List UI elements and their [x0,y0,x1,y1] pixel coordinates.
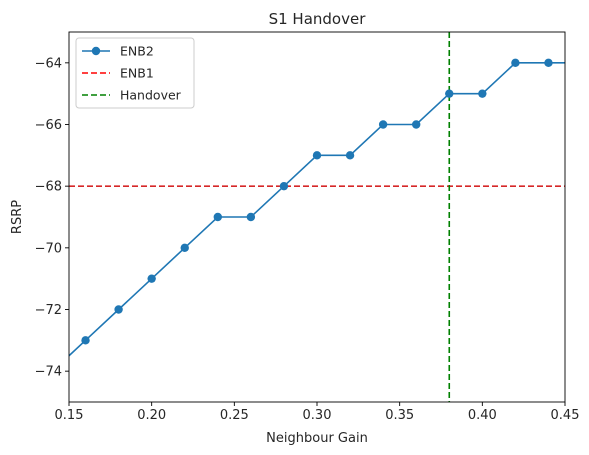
data-point [246,212,256,222]
legend: ENB2 ENB1 Handover [75,37,195,109]
legend-label-enb2: ENB2 [120,44,154,59]
data-point [213,212,222,222]
data-point [180,243,189,253]
x-tick-label: 0.20 [137,408,166,423]
y-tick-label: −74 [35,365,62,380]
x-axis-ticks: 0.15 0.20 0.25 0.30 0.35 0.40 0.45 [55,402,580,423]
x-axis-label: Neighbour Gain [266,431,368,446]
x-tick-label: 0.25 [220,408,249,423]
x-tick-label: 0.15 [55,408,84,423]
data-point [114,305,123,314]
y-tick-label: −64 [35,56,62,71]
x-tick-label: 0.40 [468,408,497,423]
x-tick-label: 0.35 [385,408,414,423]
data-point [81,336,90,345]
plot-area [69,32,565,402]
legend-label-enb1: ENB1 [120,66,154,81]
y-axis-label: RSRP [10,200,25,234]
data-point [147,274,156,283]
y-tick-label: −70 [35,241,62,256]
x-tick-label: 0.30 [303,408,332,423]
data-point [544,58,553,68]
data-point [279,181,289,191]
data-point [511,58,520,68]
legend-marker [91,46,101,56]
data-point [445,89,454,98]
data-point [345,151,355,160]
y-tick-label: −66 [35,118,62,133]
y-axis-ticks: −74 −72 −70 −68 −66 −64 [35,56,69,380]
data-point [312,151,322,160]
legend-box [75,37,195,109]
y-tick-label: −68 [35,180,62,195]
x-tick-label: 0.45 [551,408,580,423]
chart-title: S1 Handover [269,10,367,28]
y-tick-label: −72 [35,303,62,318]
data-point [478,89,487,98]
data-point [378,120,388,129]
data-point [412,120,421,129]
legend-label-handover: Handover [120,88,182,103]
